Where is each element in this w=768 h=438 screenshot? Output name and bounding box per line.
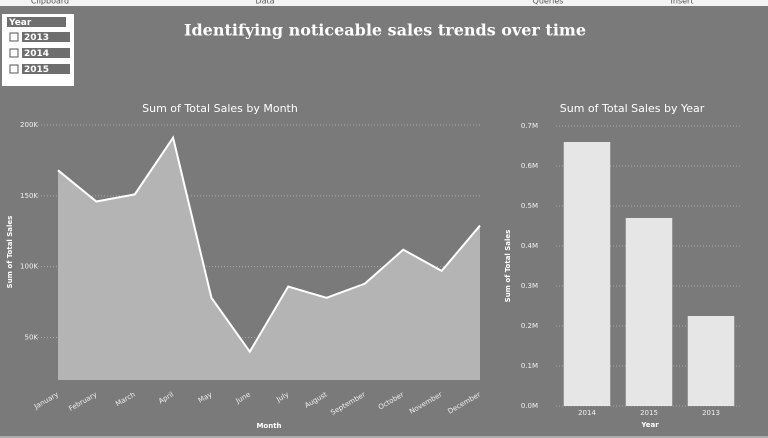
slicer-item[interactable]: 2013 [24, 33, 49, 43]
y-tick-label: 150K [20, 192, 38, 200]
slicer-item-bg [22, 64, 70, 74]
slicer-item[interactable]: 2014 [24, 49, 49, 59]
bar[interactable] [625, 218, 673, 406]
y-axis-label: Sum of Total Sales [6, 216, 14, 289]
slicer: Year 2013 2014 2015 [2, 14, 74, 86]
chart-title: Sum of Total Sales by Month [142, 102, 298, 115]
ribbon [0, 0, 768, 6]
x-axis-label: Month [256, 422, 281, 430]
ribbon-label[interactable]: Insert [671, 0, 694, 6]
slicer-item[interactable]: 2015 [24, 65, 49, 75]
y-tick-label: 50K [25, 334, 39, 342]
ribbon-label[interactable]: Queries [533, 0, 564, 6]
chart-title: Sum of Total Sales by Year [560, 102, 705, 115]
y-tick-label: 0.5M [521, 202, 538, 210]
x-tick-label: 2014 [578, 409, 596, 417]
slicer-item-bg [22, 32, 70, 42]
slicer-title: Year [8, 18, 32, 28]
y-tick-label: 100K [20, 263, 38, 271]
y-tick-label: 0.4M [521, 242, 538, 250]
bar[interactable] [563, 142, 611, 406]
ribbon-label[interactable]: Clipboard [31, 0, 69, 6]
slicer-checkbox[interactable] [9, 48, 19, 58]
x-tick-label: 2013 [702, 409, 720, 417]
y-tick-label: 0.2M [521, 322, 538, 330]
x-tick-label: 2015 [640, 409, 658, 417]
page-title: Identifying noticeable sales trends over… [184, 21, 586, 40]
x-axis-label: Year [640, 421, 659, 429]
y-tick-label: 200K [20, 121, 38, 129]
y-tick-label: 0.6M [521, 162, 538, 170]
slicer-item-bg [22, 48, 70, 58]
ribbon-labels: Clipboard Data Queries Insert [31, 0, 694, 6]
y-axis-label: Sum of Total Sales [504, 230, 512, 303]
slicer-items: 2013 2014 2015 [9, 32, 70, 75]
y-tick-label: 0.3M [521, 282, 538, 290]
ribbon-label[interactable]: Data [255, 0, 274, 6]
bar[interactable] [687, 316, 735, 406]
y-tick-label: 0.7M [521, 122, 538, 130]
y-tick-label: 0.0M [521, 402, 538, 410]
line [57, 135, 481, 354]
y-tick-label: 0.1M [521, 362, 538, 370]
slicer-checkbox[interactable] [9, 64, 19, 74]
area [58, 137, 480, 380]
slicer-header-bg [7, 17, 66, 27]
slicer-checkbox[interactable] [9, 32, 19, 42]
